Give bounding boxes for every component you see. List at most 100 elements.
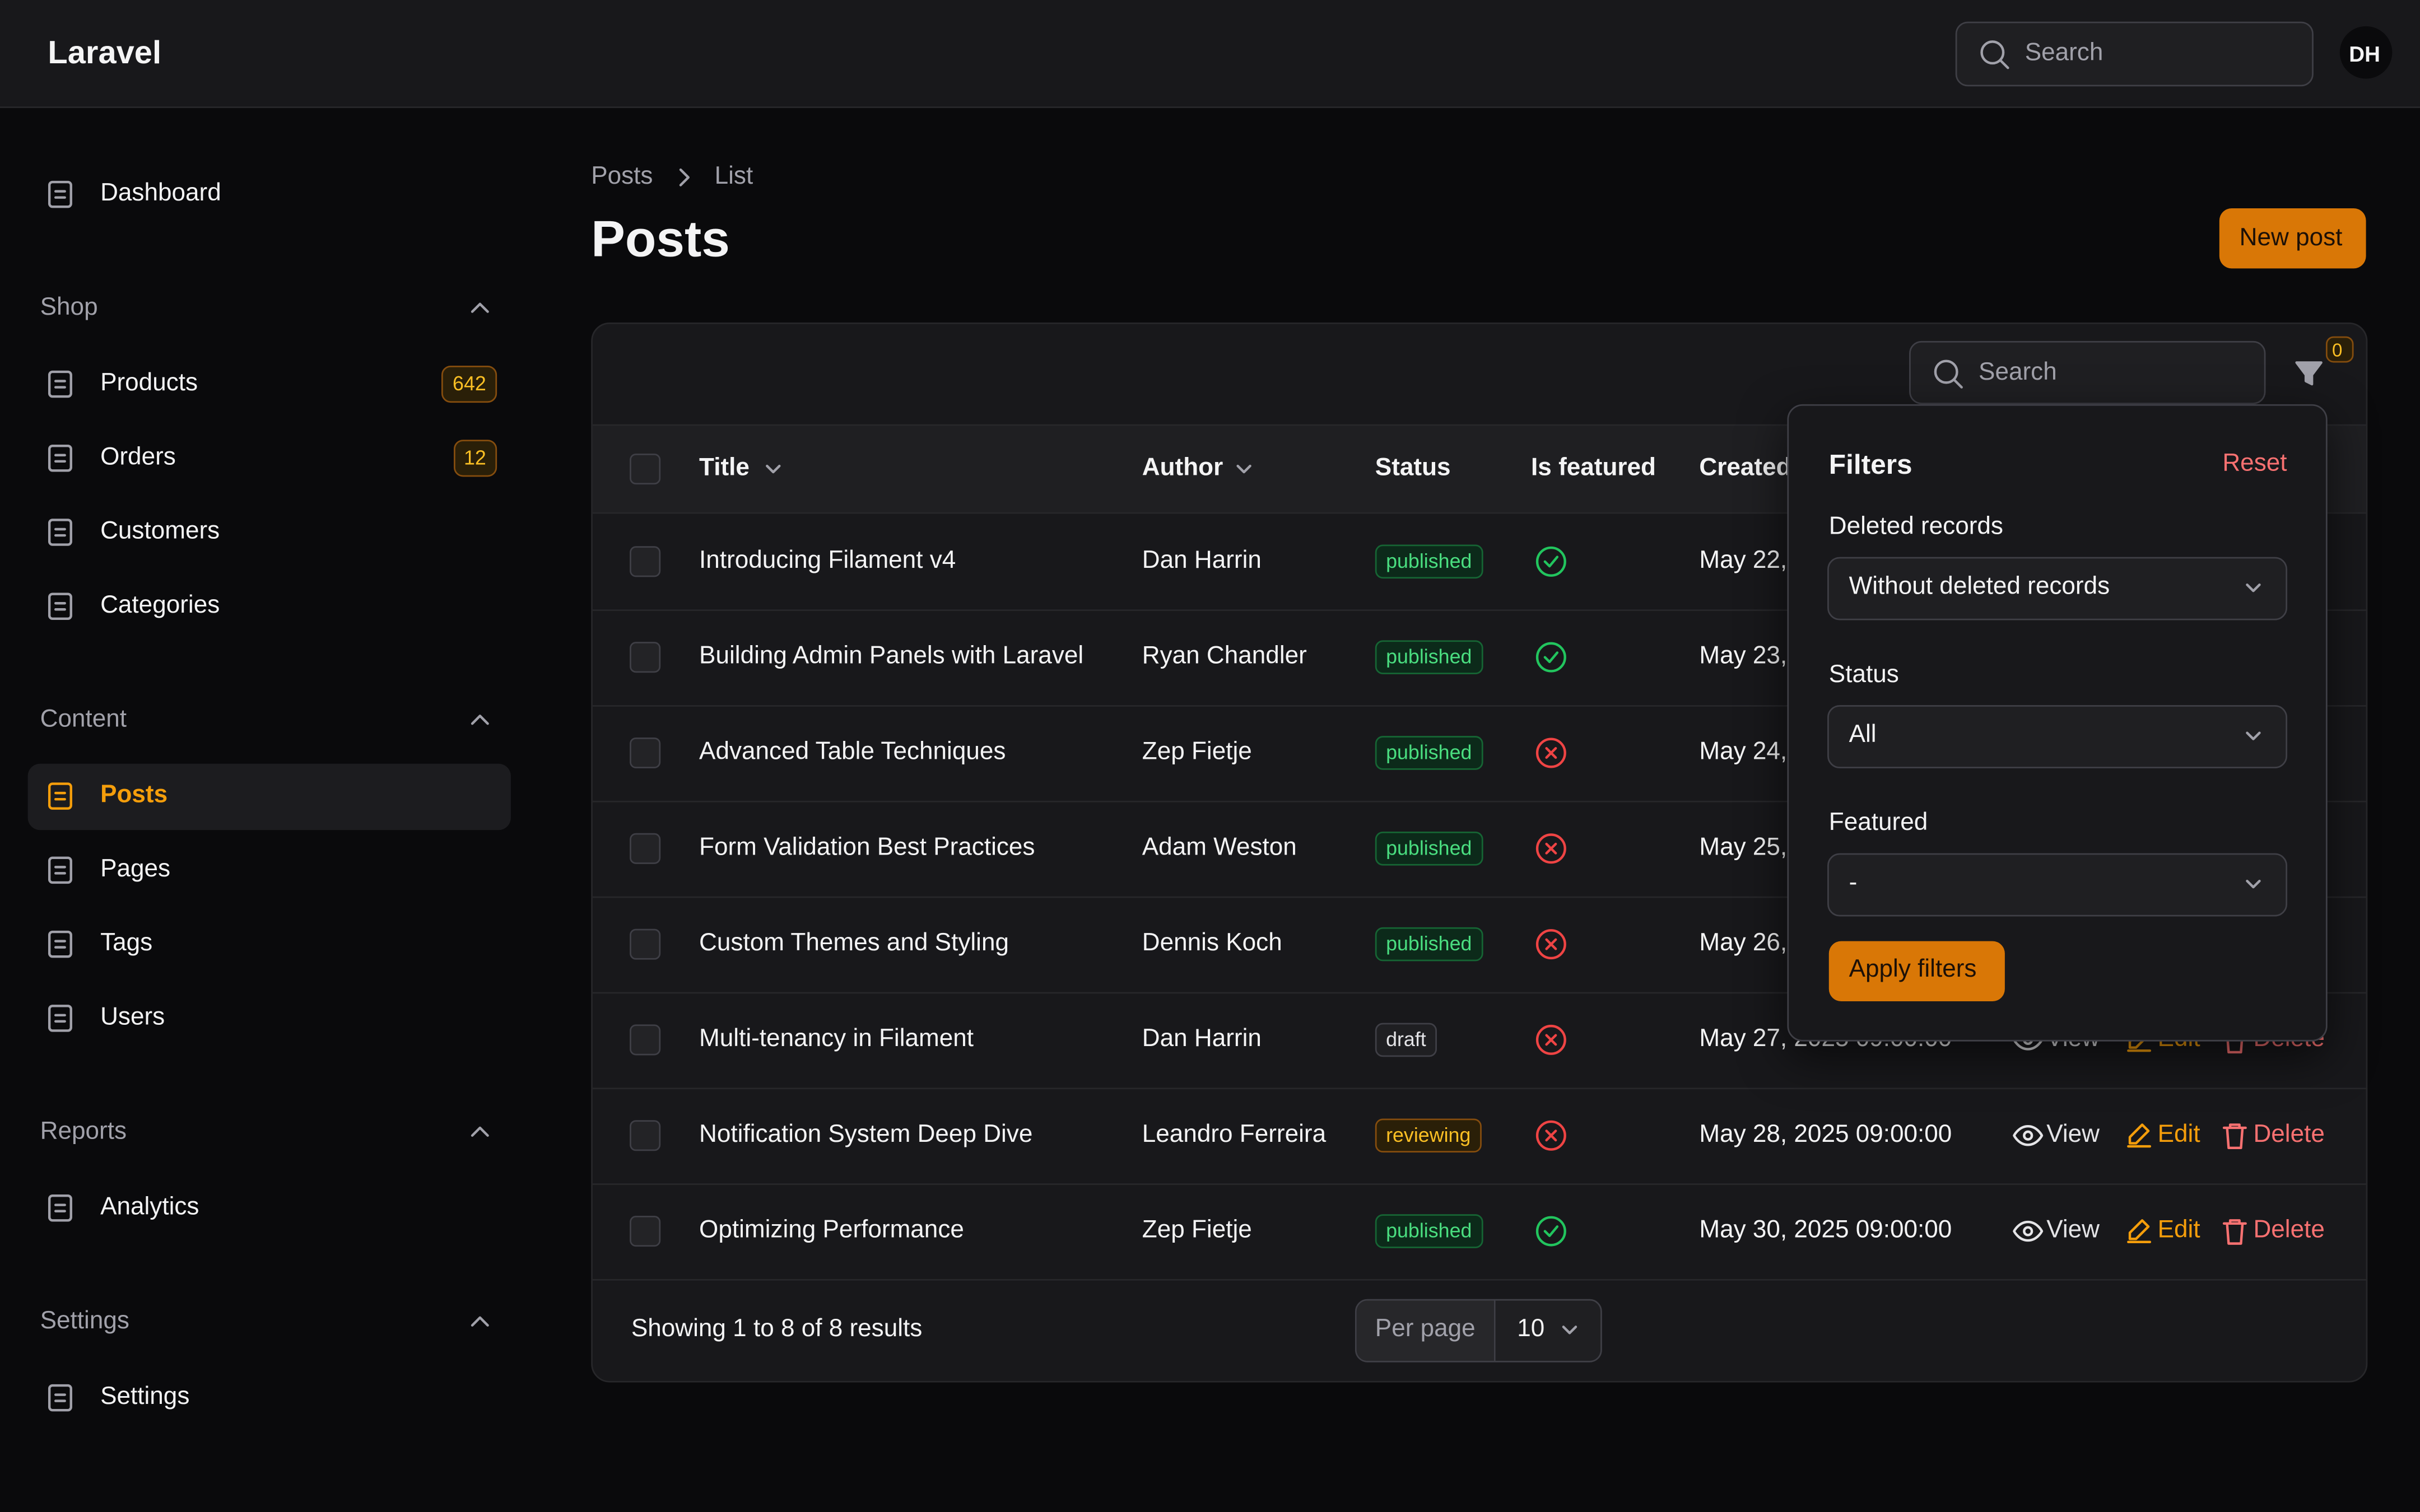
- chevron: [2246, 583, 2261, 592]
- cell-author: Zep Fietje: [1142, 1217, 1252, 1244]
- nav-item[interactable]: Tags: [100, 930, 153, 957]
- status-badge: published: [1375, 640, 1483, 674]
- table-search[interactable]: [1909, 340, 2266, 404]
- cell-title: Custom Themes and Styling: [699, 930, 1009, 957]
- cell-created: May 28, 2025 09:00:00: [1699, 1121, 1952, 1148]
- row-divider: [592, 992, 2366, 994]
- per-page-label-bg: [1356, 1300, 1496, 1361]
- nav-icon: [48, 592, 72, 620]
- filter-count: 0: [2331, 339, 2343, 361]
- cell-created: May 25,: [1699, 834, 1788, 861]
- filter-select[interactable]: [1827, 557, 2288, 620]
- checkbox[interactable]: [630, 928, 661, 960]
- chevron: [1562, 1326, 1577, 1334]
- new-button-label[interactable]: New post: [2239, 225, 2343, 252]
- checkbox[interactable]: [630, 1216, 661, 1247]
- nav-badge: 12: [453, 440, 497, 477]
- filter-value: All: [1849, 722, 1877, 749]
- row-action[interactable]: Edit: [2157, 1121, 2200, 1148]
- cell-created: May 30, 2025 09:00:00: [1699, 1217, 1952, 1244]
- checkbox[interactable]: [630, 737, 661, 769]
- nav-item[interactable]: Pages: [100, 856, 171, 883]
- nav-group-label[interactable]: Reports: [40, 1118, 127, 1145]
- apply-button[interactable]: [1828, 941, 2005, 1002]
- nav-item[interactable]: Orders: [100, 444, 176, 471]
- search-icon: [1934, 360, 1963, 389]
- row-action[interactable]: Edit: [2157, 1217, 2200, 1244]
- apply-button-label[interactable]: Apply filters: [1849, 956, 1977, 983]
- status-badge: published: [1375, 544, 1483, 579]
- nav-icon: [48, 1384, 72, 1412]
- avatar-initials: DH: [2349, 41, 2381, 67]
- nav-item[interactable]: Analytics: [100, 1194, 199, 1221]
- nav-icon: [48, 180, 72, 208]
- action-icon: [2127, 1123, 2152, 1148]
- breadcrumb[interactable]: Posts: [591, 164, 653, 190]
- row-action[interactable]: View: [2046, 1217, 2100, 1244]
- checkbox[interactable]: [630, 1024, 661, 1056]
- filter-select[interactable]: [1827, 853, 2288, 917]
- nav-icon: [48, 445, 72, 472]
- per-page-value: 10: [1517, 1316, 1545, 1342]
- results-summary: Showing 1 to 8 of 8 results: [631, 1316, 923, 1342]
- row-action[interactable]: Delete: [2253, 1121, 2325, 1148]
- nav-item[interactable]: Products: [100, 370, 198, 397]
- cell-title: Notification System Deep Dive: [699, 1121, 1033, 1148]
- featured-icon: [1535, 546, 1566, 577]
- action-icon: [2222, 1219, 2247, 1245]
- avatar[interactable]: [2339, 26, 2393, 79]
- chevron: [2246, 879, 2261, 889]
- nav-group-label[interactable]: Settings: [40, 1308, 129, 1335]
- checkbox[interactable]: [630, 833, 661, 864]
- checkbox[interactable]: [630, 453, 661, 485]
- cell-title: Optimizing Performance: [699, 1217, 964, 1244]
- search-icon: [1980, 40, 2009, 69]
- action-icon: [2222, 1123, 2247, 1149]
- nav-item[interactable]: Posts: [100, 782, 168, 809]
- nav-item[interactable]: Dashboard: [100, 180, 221, 207]
- column-header[interactable]: Author: [1142, 455, 1223, 482]
- nav-group-label[interactable]: Content: [40, 706, 127, 733]
- status-badge: draft: [1375, 1023, 1437, 1057]
- column-header: Created: [1699, 455, 1791, 482]
- nav-item[interactable]: Settings: [100, 1384, 190, 1411]
- nav-group-label[interactable]: Shop: [40, 295, 98, 321]
- column-header: Status: [1375, 455, 1451, 482]
- cell-title: Introducing Filament v4: [699, 548, 956, 574]
- checkbox[interactable]: [630, 546, 661, 577]
- row-divider: [592, 896, 2366, 898]
- nav-icon: [48, 1005, 72, 1032]
- column-header[interactable]: Title: [699, 455, 750, 482]
- new-button[interactable]: [2219, 208, 2366, 269]
- chevron: [471, 302, 489, 313]
- nav-item[interactable]: Categories: [100, 592, 220, 619]
- nav-item[interactable]: Users: [100, 1004, 165, 1031]
- brand: Laravel: [48, 35, 162, 71]
- row-divider: [592, 1183, 2366, 1185]
- nav-icon: [48, 1194, 72, 1222]
- row-action[interactable]: View: [2046, 1121, 2100, 1148]
- row-divider: [592, 1088, 2366, 1090]
- column-header: Is featured: [1531, 455, 1656, 482]
- nav-icon: [48, 856, 72, 884]
- chevron: [2246, 731, 2261, 740]
- filters-title: Filters: [1828, 449, 1912, 480]
- header-search[interactable]: [1955, 21, 2314, 87]
- nav-active: [27, 763, 511, 830]
- filters-reset[interactable]: Reset: [2222, 450, 2287, 477]
- cell-author: Leandro Ferreira: [1142, 1121, 1327, 1148]
- chevron: [471, 1126, 489, 1137]
- filter-count-badge: [2325, 336, 2354, 363]
- featured-icon: [1535, 1216, 1566, 1247]
- featured-icon: [1535, 738, 1566, 768]
- filter-value: Without deleted records: [1849, 573, 2110, 600]
- action-icon: [2127, 1219, 2152, 1244]
- checkbox[interactable]: [630, 1120, 661, 1151]
- nav-item[interactable]: Customers: [100, 518, 220, 545]
- row-divider: [592, 609, 2366, 612]
- filter-select[interactable]: [1827, 705, 2288, 769]
- row-action[interactable]: Delete: [2253, 1217, 2325, 1244]
- checkbox[interactable]: [630, 642, 661, 673]
